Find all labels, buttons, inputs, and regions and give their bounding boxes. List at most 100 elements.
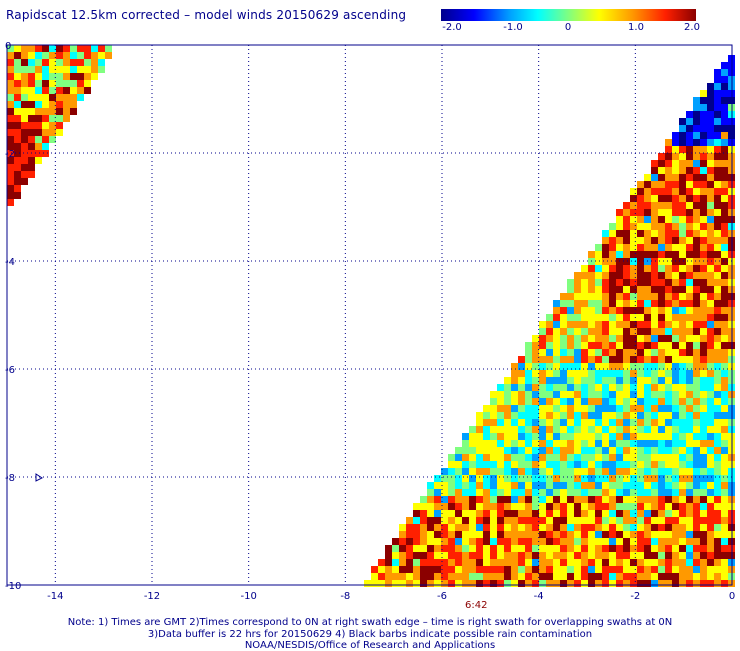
swath-cell: [462, 566, 469, 573]
swath-cell: [497, 412, 504, 419]
swath-cell: [616, 356, 623, 363]
swath-cell: [707, 433, 714, 440]
swath-cell: [637, 181, 644, 188]
swath-cell: [532, 412, 539, 419]
swath-cell: [581, 447, 588, 454]
swath-cell: [658, 440, 665, 447]
swath-cell: [602, 272, 609, 279]
swath-cell: [42, 80, 49, 87]
swath-cell: [483, 531, 490, 538]
swath-cell: [672, 195, 679, 202]
swath-cell: [511, 377, 518, 384]
swath-cell: [679, 475, 686, 482]
swath-cell: [28, 171, 35, 178]
swath-cell: [630, 258, 637, 265]
swath-cell: [672, 209, 679, 216]
swath-cell: [721, 258, 728, 265]
swath-cell: [658, 216, 665, 223]
swath-cell: [553, 419, 560, 426]
swath-cell: [679, 391, 686, 398]
swath-cell: [616, 545, 623, 552]
swath-cell: [581, 286, 588, 293]
swath-cell: [714, 111, 721, 118]
swath-cell: [616, 237, 623, 244]
swath-cell: [665, 482, 672, 489]
swath-cell: [651, 209, 658, 216]
swath-cell: [658, 300, 665, 307]
swath-cell: [511, 405, 518, 412]
swath-cell: [84, 73, 91, 80]
swath-cell: [644, 272, 651, 279]
swath-cell: [420, 552, 427, 559]
swath-cell: [644, 314, 651, 321]
swath-cell: [560, 328, 567, 335]
swath-cell: [469, 440, 476, 447]
swath-cell: [609, 489, 616, 496]
swath-cell: [588, 517, 595, 524]
swath-cell: [567, 335, 574, 342]
swath-cell: [623, 265, 630, 272]
swath-cell: [378, 566, 385, 573]
swath-cell: [21, 52, 28, 59]
swath-cell: [560, 454, 567, 461]
swath-cell: [672, 475, 679, 482]
swath-cell: [553, 580, 560, 587]
swath-cell: [385, 573, 392, 580]
swath-cell: [686, 398, 693, 405]
swath-cell: [616, 363, 623, 370]
swath-cell: [28, 59, 35, 66]
swath-cell: [609, 356, 616, 363]
swath-cell: [623, 475, 630, 482]
swath-cell: [91, 45, 98, 52]
swath-cell: [532, 510, 539, 517]
swath-cell: [7, 199, 14, 206]
swath-cell: [679, 160, 686, 167]
swath-cell: [693, 538, 700, 545]
swath-cell: [714, 524, 721, 531]
swath-cell: [567, 405, 574, 412]
swath-cell: [686, 440, 693, 447]
swath-cell: [560, 482, 567, 489]
swath-cell: [637, 503, 644, 510]
swath-cell: [693, 321, 700, 328]
swath-cell: [616, 398, 623, 405]
swath-cell: [700, 146, 707, 153]
swath-cell: [721, 230, 728, 237]
swath-cell: [609, 412, 616, 419]
swath-cell: [714, 496, 721, 503]
swath-cell: [532, 538, 539, 545]
swath-cell: [84, 66, 91, 73]
swath-cell: [399, 573, 406, 580]
swath-cell: [693, 391, 700, 398]
swath-cell: [553, 342, 560, 349]
swath-cell: [679, 426, 686, 433]
swath-cell: [651, 167, 658, 174]
swath-cell: [567, 496, 574, 503]
swath-cell: [616, 300, 623, 307]
swath-cell: [42, 59, 49, 66]
swath-cell: [658, 489, 665, 496]
swath-cell: [679, 202, 686, 209]
swath-cell: [693, 328, 700, 335]
swath-cell: [651, 202, 658, 209]
swath-cell: [665, 468, 672, 475]
swath-cell: [686, 580, 693, 587]
swath-cell: [700, 531, 707, 538]
swath-cell: [84, 80, 91, 87]
swath-cell: [714, 559, 721, 566]
swath-cell: [714, 510, 721, 517]
swath-cell: [644, 370, 651, 377]
swath-cell: [609, 559, 616, 566]
swath-cell: [574, 440, 581, 447]
swath-cell: [539, 349, 546, 356]
swath-cell: [700, 125, 707, 132]
swath-cell: [707, 419, 714, 426]
swath-cell: [623, 230, 630, 237]
swath-cell: [644, 426, 651, 433]
swath-cell: [539, 321, 546, 328]
swath-cell: [644, 293, 651, 300]
swath-cell: [637, 559, 644, 566]
swath-cell: [609, 321, 616, 328]
swath-cell: [651, 286, 658, 293]
swath-cell: [623, 335, 630, 342]
